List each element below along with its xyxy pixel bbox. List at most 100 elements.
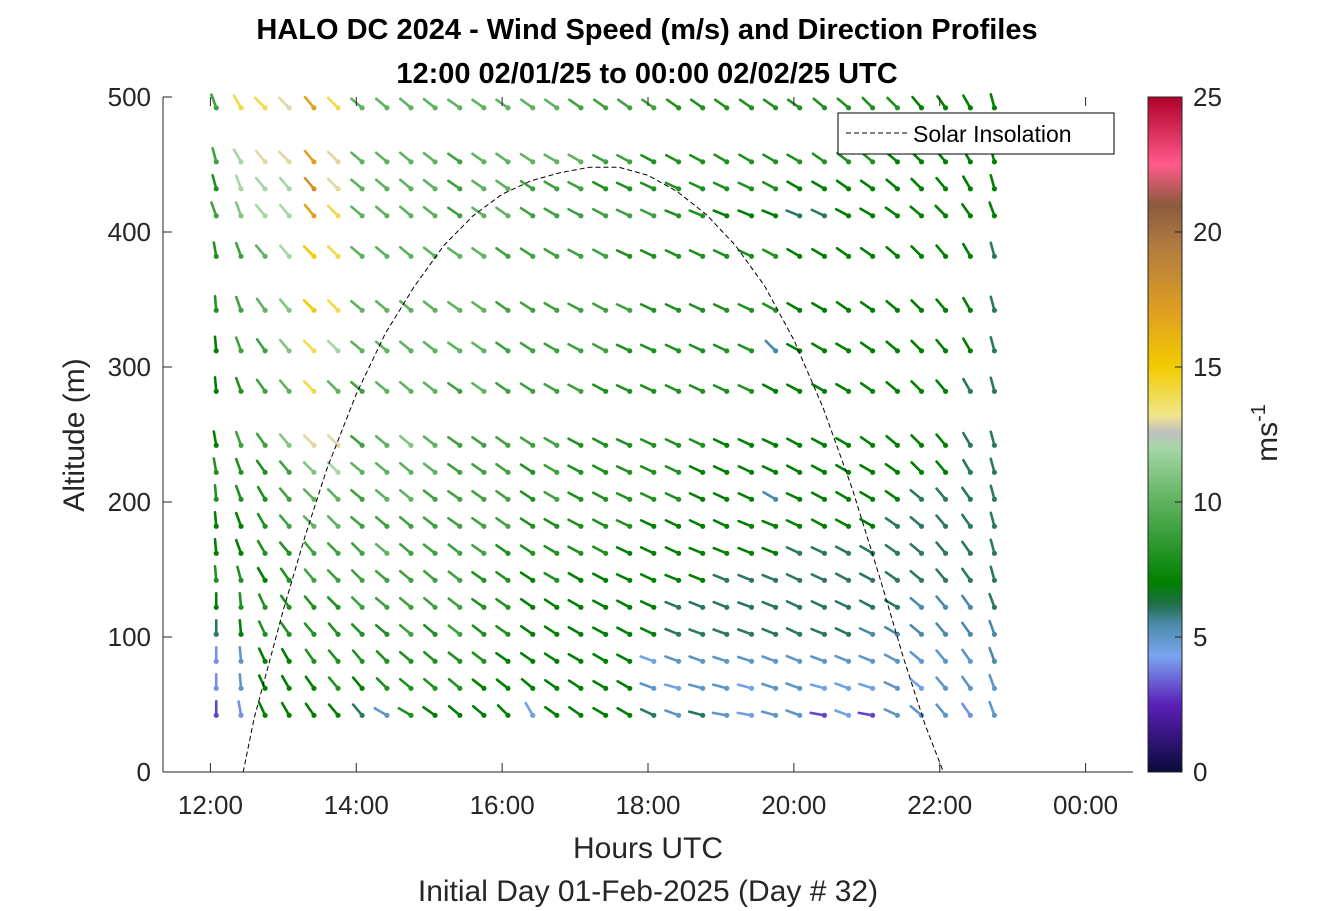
wind-barb-dot [991,577,998,583]
wind-barb [737,601,755,610]
wind-barb-dot [213,213,219,219]
wind-barb [375,677,390,691]
wind-barb [664,153,682,165]
wind-barb [811,248,828,259]
wind-barb [326,380,341,394]
wind-barb [639,655,657,664]
wind-barb-dot [651,631,657,637]
wind-barb-dot [942,550,949,556]
wind-barb-dot [578,523,584,529]
wind-barb [711,683,730,691]
wind-barb [761,438,779,448]
wind-barb-dot [578,186,584,192]
wind-barb [543,180,560,192]
wind-barb [962,377,973,394]
wind-barb [935,514,949,529]
wind-barb-dot [942,496,949,502]
wind-barb-dot [238,685,244,691]
wind-barb-dot [481,469,487,475]
wind-barb-dot [408,712,414,718]
colorbar-label: ms-1 [1248,404,1284,462]
wind-barb-dot [286,712,292,718]
wind-barb-dot [505,253,511,259]
wind-barb-dot [821,631,828,637]
wind-barb-dot [942,712,949,718]
wind-barb-dot [262,388,268,394]
wind-barb-dot [797,159,803,165]
wind-barb-dot [845,348,852,354]
wind-barb [232,94,244,111]
wind-barb-dot [627,388,633,394]
wind-barb-dot [870,631,876,637]
wind-barb-dot [724,685,730,691]
wind-barb-dot [942,523,949,529]
wind-barb [447,341,463,354]
wind-barb-dot [870,307,876,313]
wind-barb-dot [918,213,925,219]
x-axis-sublabel: Initial Day 01-Feb-2025 (Day # 32) [418,875,878,908]
wind-barb [616,98,633,111]
wind-barb [989,565,998,583]
wind-barb [689,98,706,111]
wind-barb-dot [335,685,341,691]
wind-barb-dot [432,604,438,610]
wind-barb [422,178,438,192]
wind-barb-dot [286,213,292,219]
wind-barb-dot [894,496,901,502]
wind-barb-dot [967,469,973,475]
wind-barb-dot [967,159,973,165]
wind-barb [989,511,998,529]
wind-barb-dot [967,631,973,637]
wind-barb [910,434,925,448]
wind-barb-dot [359,159,365,165]
wind-barb-dot [845,159,852,165]
wind-barb-dot [700,213,706,219]
wind-barb [884,462,901,475]
wind-barb [859,246,876,259]
wind-barb-dot [797,388,803,394]
wind-barb-dot [627,348,633,354]
y-tick-label: 500 [108,82,151,112]
wind-barb-dot [821,253,828,259]
wind-barb [961,567,973,583]
wind-barb-dot [238,550,244,556]
wind-barb-dot [627,307,633,313]
wind-barb-dot [967,523,973,529]
wind-barb-dot [359,469,365,475]
wind-barb-dot [578,685,584,691]
wind-barb-dot [773,685,779,691]
wind-barb-dot [359,631,365,637]
wind-barb [663,683,682,691]
wind-barb-dot [821,685,828,691]
wind-barb-dot [845,388,852,394]
wind-barb [712,209,730,219]
wind-barb [834,600,852,610]
wind-barb-dot [967,442,973,448]
wind-barb-dot [700,469,706,475]
wind-barb [762,153,779,165]
wind-barb [761,682,779,691]
wind-barb-dot [627,604,633,610]
legend-box [837,112,1115,155]
wind-barb [278,487,292,502]
wind-barb-dot [894,604,901,610]
wind-barb [688,384,706,394]
wind-barb [592,652,609,664]
wind-barb [884,206,901,219]
wind-barb [961,513,973,529]
wind-barb [688,249,706,259]
wind-barb-dot [845,631,852,637]
wind-barb [910,245,925,259]
wind-barb [519,651,536,664]
wind-barb-dot [238,523,244,529]
wind-barb-dot [773,348,779,354]
wind-barb [423,597,438,610]
wind-barb-dot [676,577,682,583]
wind-barb-dot [481,577,487,583]
wind-barb-dot [991,685,998,691]
wind-barb [761,573,779,583]
wind-barb-dot [530,159,536,165]
wind-barb [961,594,973,610]
wind-barb [736,711,755,718]
wind-barb-dot [359,213,365,219]
